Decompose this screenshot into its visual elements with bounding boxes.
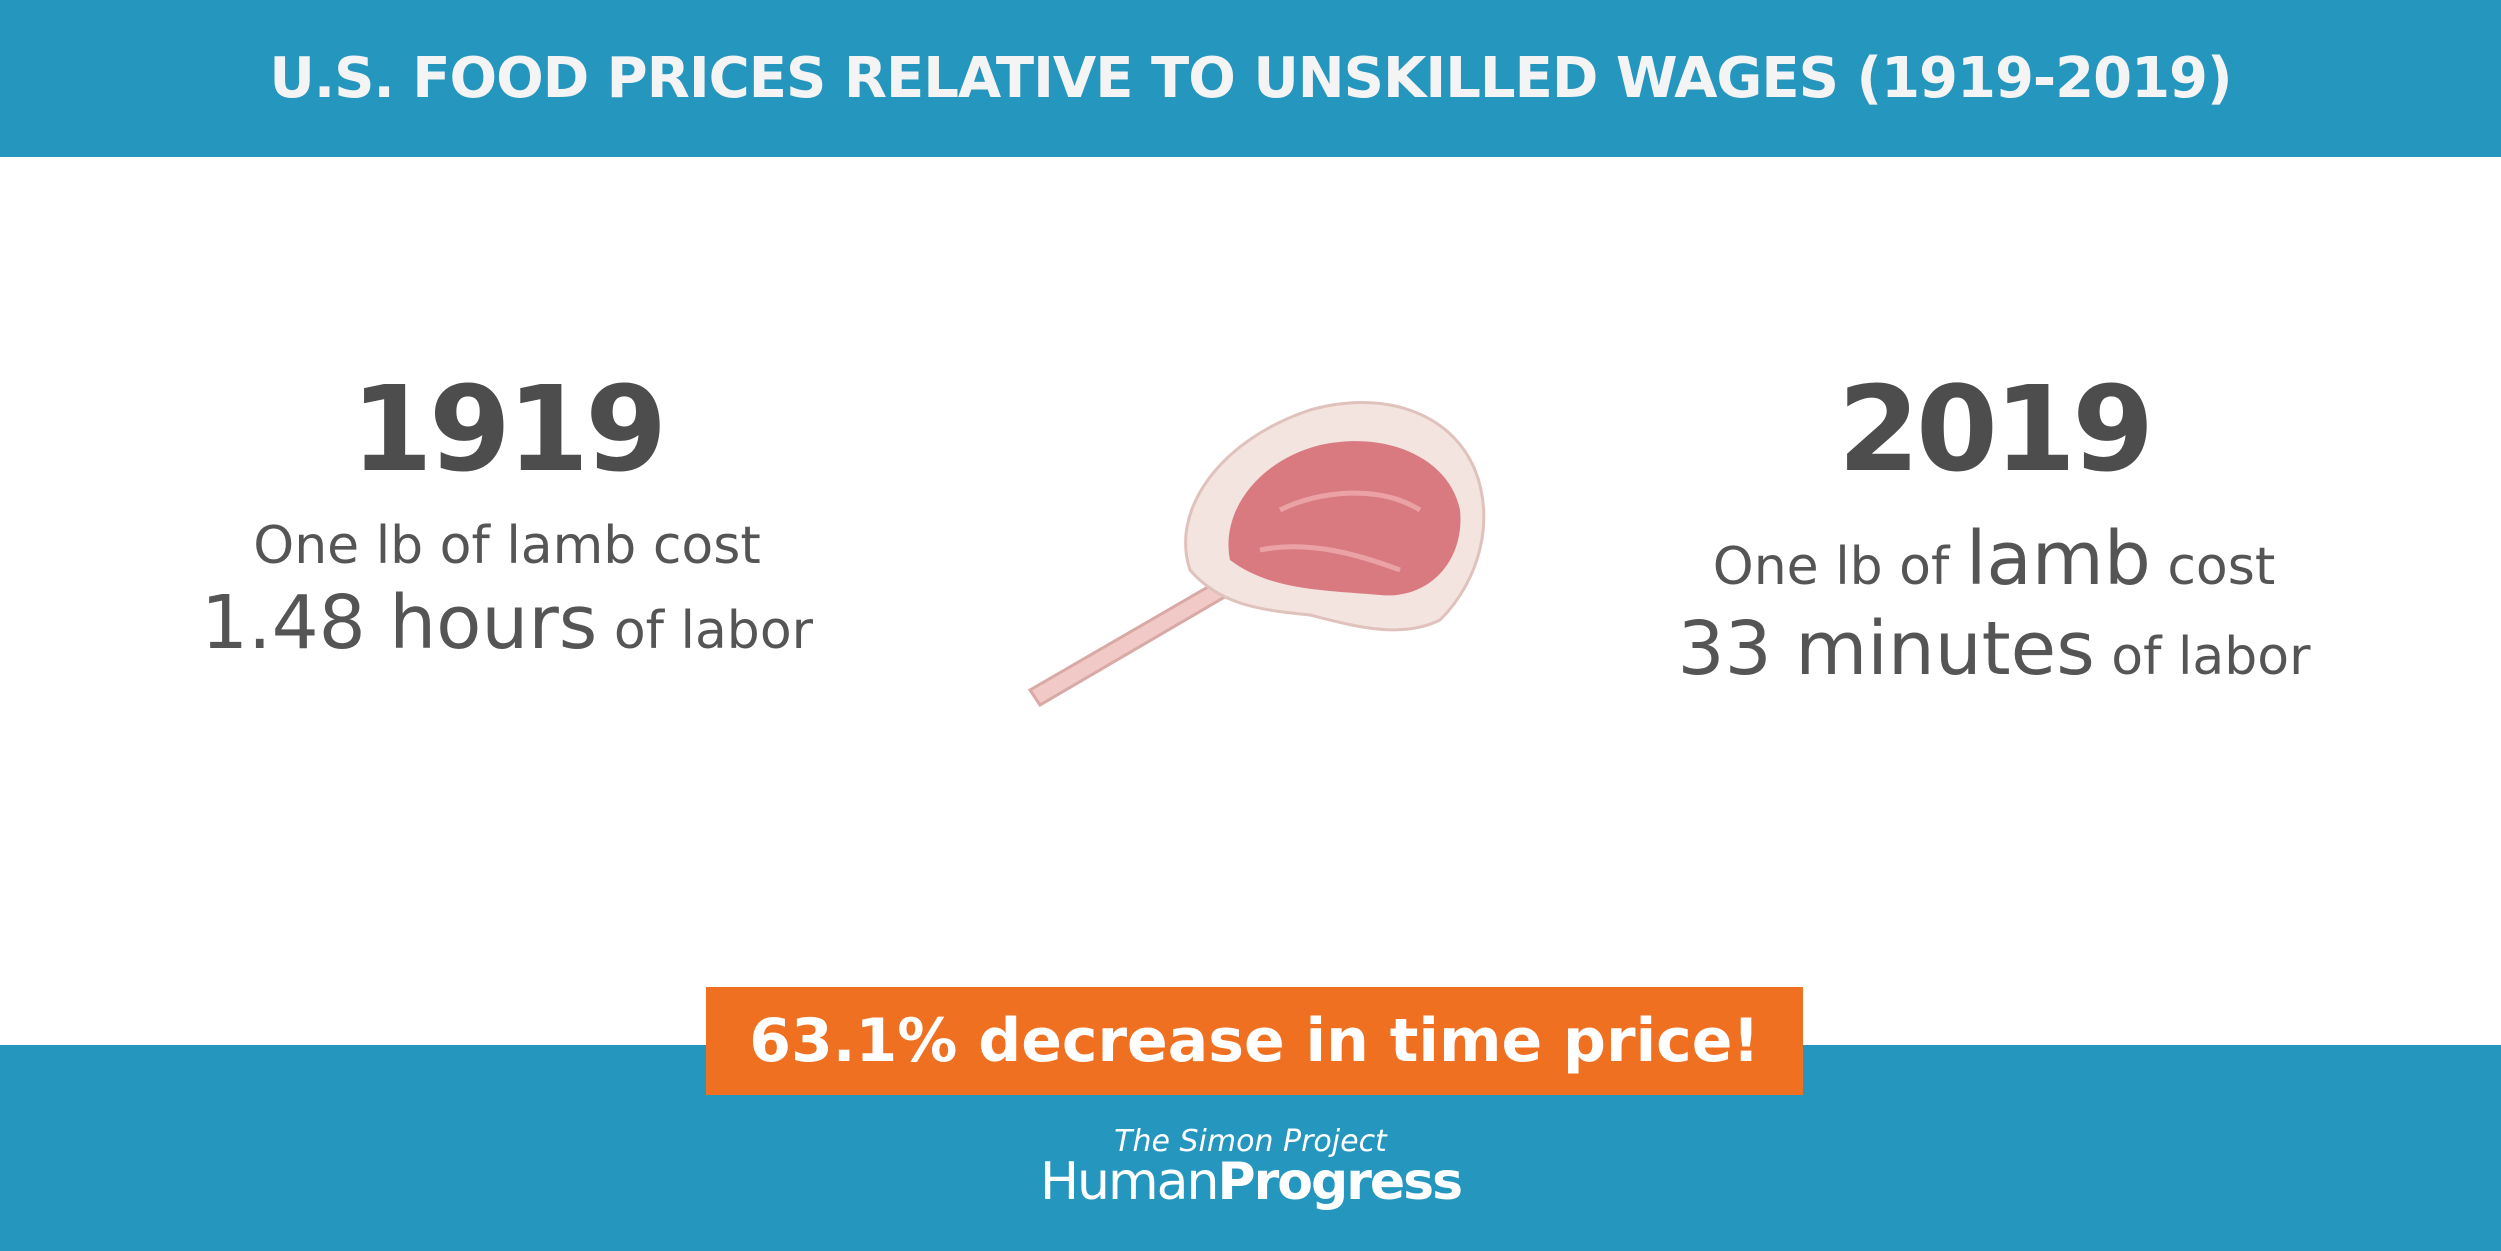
text: One lb of	[1712, 537, 1950, 597]
text: lamb	[1965, 516, 2151, 602]
line: One lb of lamb cost	[1544, 516, 2444, 602]
amount: 1.48 hours	[200, 580, 598, 666]
lamb-image	[1027, 401, 1486, 708]
project-name: The Simon Project	[1114, 1124, 1387, 1159]
amount: 33 minutes	[1677, 606, 2095, 692]
text: One lb of lamb cost	[253, 516, 761, 576]
left-column: 1919 One lb of lamb cost 1.48 hours of l…	[57, 360, 957, 666]
line: One lb of lamb cost	[57, 516, 957, 576]
text: cost	[2167, 537, 2276, 597]
header-bar	[0, 0, 2501, 157]
unit: of labor	[613, 601, 814, 661]
line: 1.48 hours of labor	[57, 580, 957, 666]
unit: of labor	[2111, 627, 2311, 687]
brand: HumanProgress	[0, 1152, 2501, 1212]
year: 2019	[1837, 360, 2154, 498]
title: U.S. FOOD PRICES RELATIVE TO UNSKILLED W…	[269, 46, 2232, 111]
line: 33 minutes of labor	[1544, 606, 2444, 692]
banner: 63.1% decrease in time price!	[706, 987, 1803, 1095]
year: 1919	[350, 360, 667, 498]
right-column: 2019 One lb of lamb cost 33 minutes of l…	[1544, 360, 2444, 692]
brand-part: Human	[1039, 1152, 1220, 1212]
brand-part: Progress	[1217, 1152, 1464, 1212]
